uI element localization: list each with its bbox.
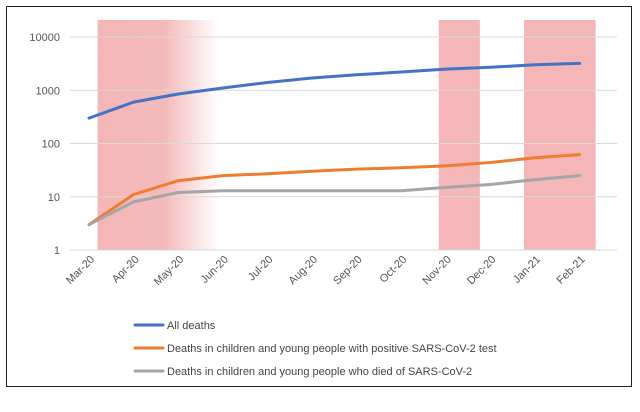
x-tick-label: Apr-20 — [110, 254, 142, 286]
x-tick-label: Sep-20 — [331, 254, 365, 288]
y-tick-label: 1000 — [36, 85, 60, 97]
x-tick-label: Aug-20 — [287, 254, 321, 288]
line-chart: 1 10 100 1000 10000 Mar-20 Apr-20 May-20 Jun-20… — [29, 20, 617, 378]
x-tick-label: Jun-20 — [199, 254, 231, 286]
highlight-band-apr-20-to-jun-20 — [97, 20, 219, 250]
x-tick-label: May-20 — [152, 254, 186, 288]
series-line-1 — [87, 61, 582, 120]
legend-label: All deaths — [167, 320, 216, 332]
chart-frame: 1 10 100 1000 10000 Mar-20 Apr-20 May-20 Jun-20… — [6, 6, 632, 387]
x-tick-label: Jan-21 — [511, 254, 543, 286]
y-tick-label: 10 — [48, 192, 60, 204]
x-tick-label: Feb-21 — [555, 254, 588, 287]
x-tick-label: Oct-20 — [377, 254, 409, 286]
highlight-band-jan-21-to-feb-21 — [524, 20, 596, 250]
x-tick-label: Nov-20 — [420, 254, 454, 288]
y-tick-label: 100 — [42, 139, 60, 151]
y-axis-ticks: 1 10 100 1000 10000 — [29, 32, 60, 257]
series-lines — [87, 61, 582, 227]
x-axis-ticks: Mar-20 Apr-20 May-20 Jun-20 Jul-20 Aug-20 Sep-… — [64, 254, 588, 288]
x-tick-label: Jul-20 — [246, 254, 276, 284]
highlight-bands — [97, 20, 596, 250]
legend-label: Deaths in children and young people who … — [167, 366, 472, 378]
legend-label: Deaths in children and young people with… — [167, 343, 497, 355]
highlight-band-nov-20-to-nov-20 — [438, 20, 480, 250]
x-tick-label: Dec-20 — [465, 254, 499, 288]
series-line-3 — [87, 174, 582, 227]
x-tick-label: Mar-20 — [64, 254, 97, 287]
y-tick-label: 1 — [54, 245, 60, 257]
legend: All deaths Deaths in children and young p… — [133, 320, 497, 378]
y-tick-label: 10000 — [29, 32, 60, 44]
series-line-2 — [87, 153, 582, 227]
